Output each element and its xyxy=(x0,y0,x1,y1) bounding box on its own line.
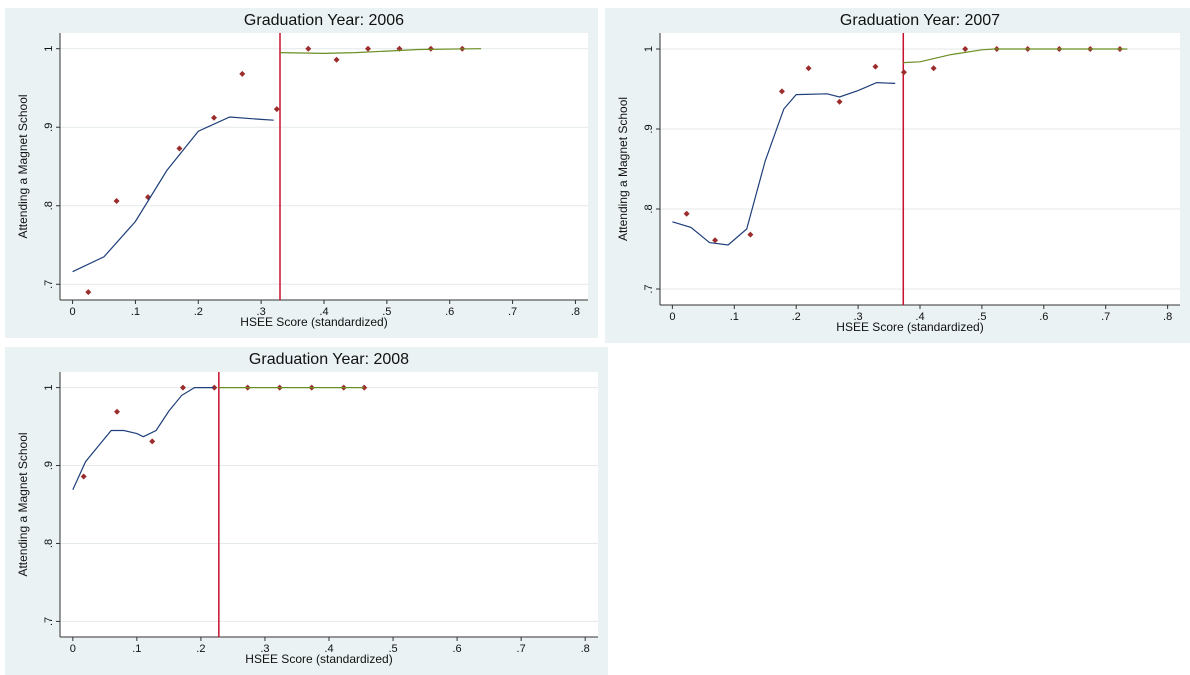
x-tick-label: .1 xyxy=(132,643,141,655)
x-tick-label: .6 xyxy=(1039,311,1048,323)
x-tick-label: .7 xyxy=(1101,311,1110,323)
data-point xyxy=(712,237,719,244)
y-tick-label: .7 xyxy=(43,617,55,626)
y-tick-label: .9 xyxy=(43,461,55,470)
data-point xyxy=(365,45,371,52)
data-point xyxy=(179,384,186,391)
x-tick-label: .2 xyxy=(792,311,801,323)
y-tick-label: .8 xyxy=(43,201,55,210)
x-tick-label: 0 xyxy=(669,311,675,323)
data-point xyxy=(305,45,312,52)
y-tick-label: 1 xyxy=(43,46,55,52)
data-point xyxy=(683,210,690,217)
x-tick-label: .3 xyxy=(257,306,266,318)
data-point xyxy=(900,69,907,76)
data-point xyxy=(80,473,87,480)
data-point xyxy=(149,438,156,445)
chart-panel: Graduation Year: 2008 .7 .8 .9 1 0 .1 .2 .3 .4 .5.… xyxy=(5,347,608,675)
x-tick-label: .8 xyxy=(581,643,590,655)
data-point xyxy=(778,88,785,95)
chart-panel: Graduation Year: 2007 .7 .8 .9 1 0 .1 .2 .3 .4 .5.… xyxy=(605,8,1190,343)
x-axis-label: HSEE Score (standardized) xyxy=(245,652,392,666)
x-tick-label: .6 xyxy=(445,306,454,318)
y-axis-label: Attending a Magnet School xyxy=(16,94,30,238)
y-axis-label: Attending a Magnet School xyxy=(16,432,30,576)
data-point xyxy=(239,70,246,77)
data-point xyxy=(211,384,218,391)
data-point xyxy=(805,65,812,72)
x-tick-label: .5 xyxy=(382,306,391,318)
fit-line xyxy=(279,48,482,55)
fit-line xyxy=(72,387,214,490)
y-tick-label: .9 xyxy=(43,123,55,132)
x-tick-label: 0 xyxy=(70,306,76,318)
x-tick-label: .4 xyxy=(319,306,328,318)
x-axis-label: HSEE Score (standardized) xyxy=(836,320,983,334)
x-tick-label: .6 xyxy=(453,643,462,655)
data-point xyxy=(176,145,183,152)
data-point xyxy=(836,98,843,105)
x-tick-label: .7 xyxy=(508,306,517,318)
data-point xyxy=(273,106,280,113)
y-axis-label: Attending a Magnet School xyxy=(616,97,630,241)
y-tick-label: 1 xyxy=(643,46,655,52)
y-tick-label: .8 xyxy=(43,539,55,548)
chart-panel: Graduation Year: 2006 .7 .8 .9 1 0 .1 .2 .3 .4 .5.… xyxy=(5,8,598,338)
x-tick-label: .3 xyxy=(260,643,269,655)
data-point xyxy=(211,114,217,121)
plot-area xyxy=(60,372,598,637)
x-tick-label: .4 xyxy=(915,311,924,323)
y-tick-label: 1 xyxy=(43,385,55,391)
y-tick-label: .9 xyxy=(643,124,655,133)
data-point xyxy=(85,289,92,296)
plot-area xyxy=(60,33,588,300)
x-tick-label: .5 xyxy=(977,311,986,323)
chart-title: Graduation Year: 2007 xyxy=(840,12,1000,29)
y-tick-label: .7 xyxy=(643,284,655,293)
x-axis-label: HSEE Score (standardized) xyxy=(240,315,387,329)
data-point xyxy=(427,45,434,52)
x-tick-label: .2 xyxy=(196,643,205,655)
data-point xyxy=(930,65,937,72)
x-tick-label: .1 xyxy=(730,311,739,323)
data-point xyxy=(962,46,969,52)
data-point xyxy=(361,384,368,391)
fit-line xyxy=(72,116,274,273)
data-point xyxy=(872,63,879,70)
y-tick-label: .8 xyxy=(643,204,655,213)
x-tick-label: .7 xyxy=(517,643,526,655)
chart-title: Graduation Year: 2008 xyxy=(249,351,409,368)
fit-line xyxy=(903,48,1128,64)
x-tick-label: .8 xyxy=(571,306,580,318)
data-point xyxy=(747,231,754,238)
x-tick-label: .1 xyxy=(131,306,140,318)
data-point xyxy=(113,198,120,205)
data-point xyxy=(114,408,121,415)
plot-area xyxy=(660,33,1180,305)
x-tick-label: .3 xyxy=(854,311,863,323)
x-tick-label: 0 xyxy=(70,643,76,655)
x-tick-label: .8 xyxy=(1163,311,1172,323)
data-point xyxy=(333,56,340,63)
chart-title: Graduation Year: 2006 xyxy=(244,12,404,29)
fit-line xyxy=(672,81,896,246)
x-tick-label: .2 xyxy=(194,306,203,318)
x-tick-label: .4 xyxy=(324,643,333,655)
x-tick-label: .5 xyxy=(388,643,397,655)
y-tick-label: .7 xyxy=(43,280,55,289)
